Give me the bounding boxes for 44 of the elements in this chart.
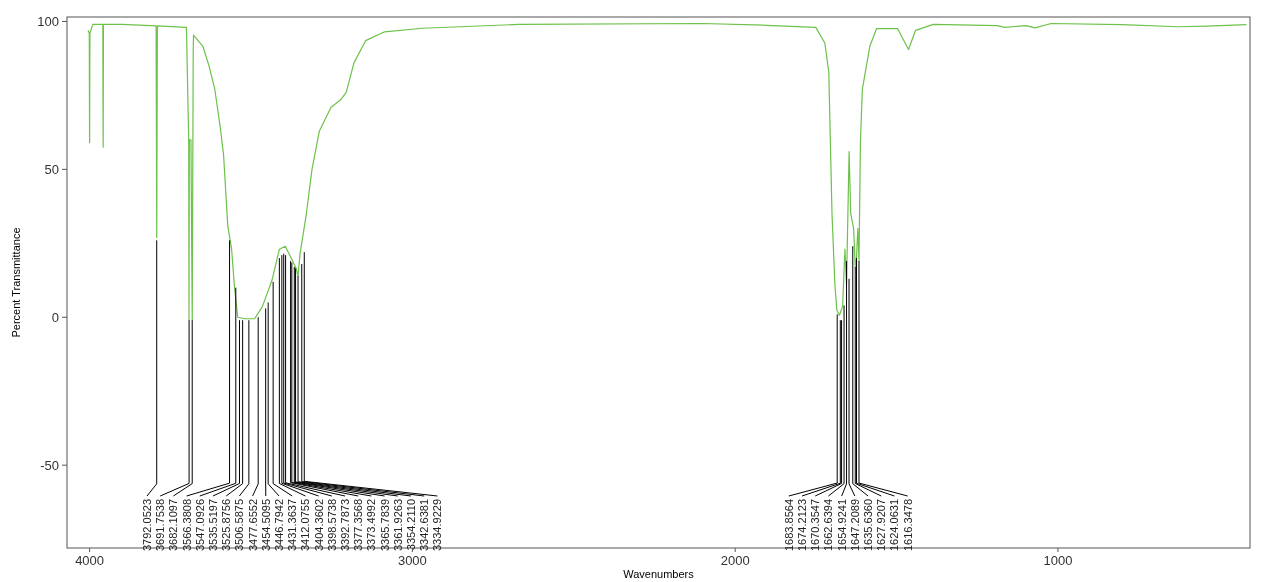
annotation: 3392.7873 bbox=[339, 499, 351, 551]
x-tick-label: 1000 bbox=[1043, 553, 1073, 568]
annotation: 3365.7839 bbox=[378, 499, 391, 551]
annotation: 3691.7538 bbox=[154, 499, 167, 551]
annotation: 1670.3547 bbox=[809, 499, 822, 551]
x-tick-label: 2000 bbox=[720, 553, 750, 568]
annotation: 3354.2110 bbox=[405, 499, 417, 551]
y-tick-label: 100 bbox=[37, 13, 59, 29]
annotation: 1662.6394 bbox=[822, 499, 835, 551]
annotation: 3525.8756 bbox=[220, 499, 233, 551]
annotation: 3446.7942 bbox=[273, 499, 285, 551]
annotation: 1674.2123 bbox=[796, 499, 809, 551]
annotation: 1683.8564 bbox=[782, 499, 795, 551]
annotation: 1654.9241 bbox=[835, 499, 848, 551]
line-series bbox=[87, 22, 1248, 321]
annotation: 3342.6381 bbox=[418, 499, 431, 551]
x-tick-label: 3000 bbox=[397, 553, 427, 568]
annotation: 3377.3568 bbox=[352, 499, 365, 551]
y-tick-label: -50 bbox=[40, 457, 59, 473]
annotation: 3477.6552 bbox=[246, 499, 259, 551]
annotation: 1624.0631 bbox=[888, 499, 901, 551]
x-axis-title: Wavenumbers bbox=[623, 568, 695, 580]
annotation: 3454.5095 bbox=[259, 499, 272, 551]
annotation: 3412.0755 bbox=[299, 499, 312, 551]
y-axis-title: Percent Transmittance bbox=[10, 227, 22, 338]
annotation: 3535.5197 bbox=[207, 499, 219, 551]
annotation: 3682.1097 bbox=[167, 499, 180, 551]
annotation: 3431.3637 bbox=[286, 499, 299, 551]
annotation: 3334.9229 bbox=[431, 499, 444, 551]
annotation: 3361.9263 bbox=[391, 499, 404, 551]
y-tick-label: 0 bbox=[51, 309, 59, 325]
annotation: 3547.0926 bbox=[193, 499, 206, 551]
annotation: 3404.3602 bbox=[312, 499, 325, 551]
annotation: 1647.2089 bbox=[848, 499, 861, 551]
annotation: 3792.0523 bbox=[141, 499, 153, 551]
annotation: 1635.6360 bbox=[862, 499, 875, 551]
x-tick-label: 4000 bbox=[75, 553, 105, 568]
annotation: 1627.9207 bbox=[875, 499, 888, 551]
annotation: 1616.3478 bbox=[901, 499, 914, 551]
annotation: 3506.5875 bbox=[233, 499, 246, 551]
annotation: 3398.5738 bbox=[325, 499, 338, 551]
annotation: 3566.3808 bbox=[180, 499, 193, 551]
annotation: 3373.4992 bbox=[365, 499, 378, 551]
y-tick-label: 50 bbox=[44, 161, 59, 177]
